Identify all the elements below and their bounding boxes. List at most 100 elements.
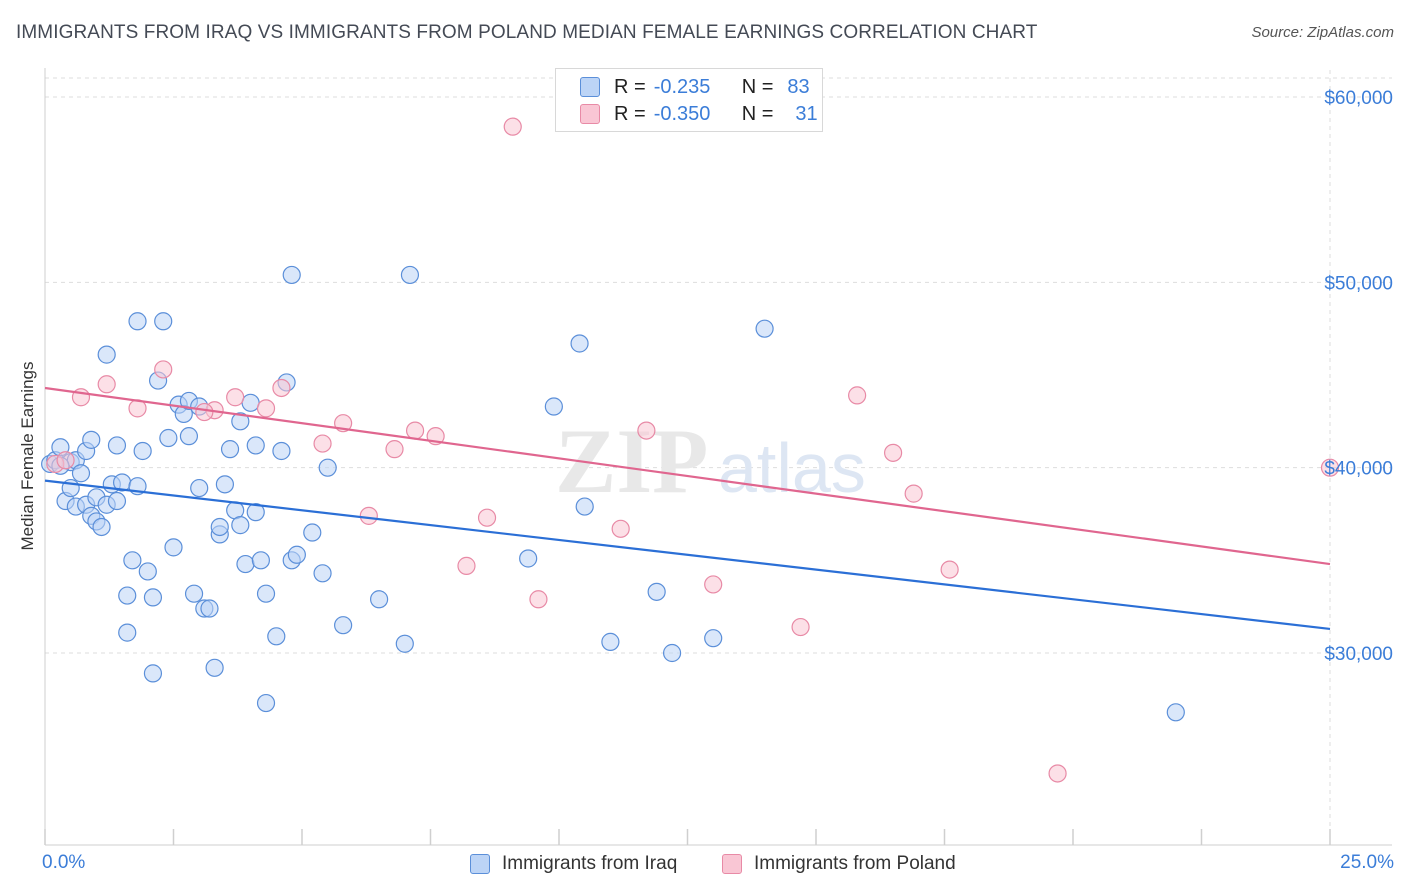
iraq-point (220, 440, 240, 459)
iraq-point (97, 345, 116, 364)
iraq-point (107, 491, 127, 511)
iraq-point (251, 551, 270, 570)
poland-n-label: N = (741, 102, 774, 125)
poland-point (272, 378, 291, 398)
iraq-point (272, 441, 291, 461)
poland-point (385, 440, 404, 459)
iraq-point (755, 319, 774, 338)
y-axis-label: Median Female Earnings (18, 361, 37, 551)
iraq-point (647, 582, 666, 601)
bottom-poland-swatch (722, 854, 742, 874)
poland-point (359, 506, 378, 525)
iraq-point (128, 312, 147, 331)
iraq-point (190, 478, 209, 498)
poland-r-value: -0.350 (653, 102, 711, 125)
y-tick-label: $40,000 (1324, 459, 1393, 480)
bottom-iraq-label: Immigrants from Iraq (502, 853, 678, 874)
iraq-point (82, 430, 101, 449)
poland-point (154, 360, 173, 379)
poland-point (904, 484, 923, 503)
poland-point (195, 402, 214, 422)
iraq-point (601, 632, 620, 651)
iraq-point (544, 397, 563, 416)
iraq-trend-line (44, 479, 1331, 630)
poland-point (940, 560, 959, 579)
y-tick-label: $30,000 (1324, 644, 1393, 665)
iraq-r-value: -0.235 (653, 75, 711, 98)
iraq-point (154, 312, 173, 331)
iraq-point (334, 616, 353, 635)
poland-r-label: R = (614, 102, 646, 125)
iraq-point (256, 693, 276, 713)
iraq-point (313, 564, 332, 583)
iraq-point (138, 562, 157, 581)
poland-swatch (580, 104, 600, 124)
iraq-point (287, 545, 306, 564)
svg-text:atlas: atlas (718, 429, 866, 507)
iraq-point (231, 516, 250, 535)
iraq-point (400, 265, 420, 285)
poland-point (457, 556, 476, 575)
iraq-point (1166, 703, 1185, 722)
trend-lines (44, 386, 1331, 630)
iraq-point (282, 265, 301, 285)
poland-point (503, 117, 522, 136)
iraq-point (236, 554, 255, 574)
iraq-point (570, 334, 589, 353)
iraq-point (318, 458, 337, 477)
iraq-point (241, 393, 260, 412)
y-tick-label: $50,000 (1324, 273, 1393, 294)
x-min-label: 0.0% (42, 852, 86, 873)
poland-point (313, 434, 332, 453)
iraq-point (200, 599, 219, 618)
poland-trend-line (44, 386, 1331, 566)
iraq-point (246, 503, 265, 522)
poland-point (226, 388, 245, 407)
iraq-point (143, 664, 163, 683)
legend-row-poland: R = -0.350 N = 31 (580, 102, 818, 126)
iraq-point (303, 523, 322, 542)
iraq-point (370, 590, 389, 609)
iraq-point (123, 551, 142, 570)
iraq-point (143, 588, 163, 607)
series-poland-points (46, 117, 1340, 783)
iraq-point (159, 428, 178, 448)
grid-lines (45, 70, 1392, 845)
poland-point (1048, 764, 1067, 783)
iraq-n-value: 83 (787, 75, 810, 98)
poland-point (56, 451, 75, 470)
iraq-point (256, 584, 276, 603)
poland-point (1320, 458, 1340, 477)
iraq-point (210, 517, 229, 537)
iraq-n-label: N = (741, 75, 774, 98)
iraq-point (215, 475, 234, 494)
poland-n-value: 31 (795, 102, 818, 125)
iraq-point (231, 412, 250, 431)
poland-point (637, 421, 656, 440)
iraq-point (662, 643, 682, 663)
iraq-point (395, 634, 414, 653)
series-iraq-points (41, 265, 1185, 722)
bottom-poland-label: Immigrants from Poland (754, 853, 956, 874)
poland-point (256, 399, 276, 418)
iraq-point (92, 517, 111, 537)
poland-point (883, 443, 903, 462)
poland-point (791, 617, 810, 637)
bottom-legend-iraq: Immigrants from Iraq (470, 851, 677, 877)
iraq-swatch (580, 77, 600, 97)
iraq-point (71, 464, 91, 483)
poland-point (704, 575, 723, 594)
iraq-point (704, 629, 723, 648)
correlation-legend: R = -0.235 N = 83 R = -0.350 N = 31 (555, 68, 823, 132)
poland-point (611, 519, 630, 538)
bottom-iraq-swatch (470, 854, 490, 874)
x-max-label: 25.0% (1340, 852, 1394, 873)
iraq-point (519, 549, 538, 568)
iraq-r-label: R = (614, 75, 646, 98)
iraq-point (575, 497, 594, 516)
poland-point (405, 421, 425, 440)
legend-row-iraq: R = -0.235 N = 83 (580, 75, 810, 99)
poland-point (848, 386, 867, 405)
iraq-point (205, 658, 224, 677)
